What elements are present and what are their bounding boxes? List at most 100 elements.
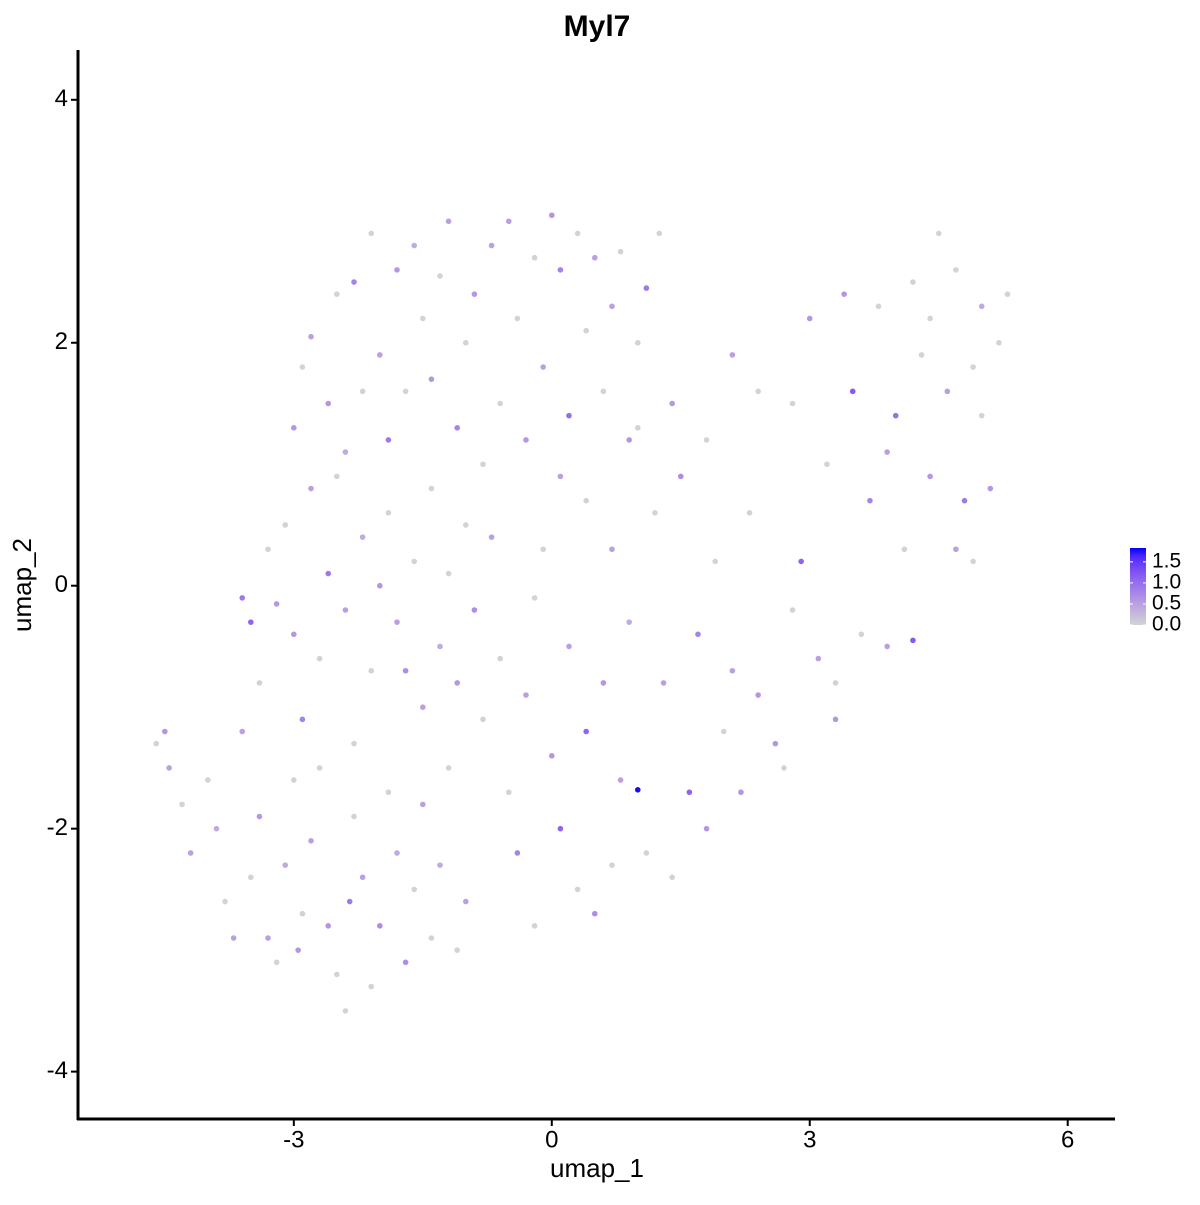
point <box>884 643 890 650</box>
point <box>308 485 314 492</box>
point <box>153 740 160 747</box>
point <box>454 680 461 686</box>
point <box>205 777 211 783</box>
point <box>187 850 194 856</box>
point <box>377 923 383 929</box>
point <box>222 898 228 905</box>
y-tick-label: 0 <box>55 571 68 598</box>
point <box>600 680 607 686</box>
point <box>282 522 289 528</box>
point <box>316 765 323 771</box>
point <box>394 267 400 273</box>
point <box>256 813 263 820</box>
point <box>463 339 469 346</box>
point <box>265 935 271 941</box>
point <box>265 546 271 553</box>
point <box>488 534 495 540</box>
y-tick-label: 2 <box>55 328 68 355</box>
point <box>652 510 658 516</box>
point <box>875 303 882 310</box>
point <box>660 680 667 686</box>
point <box>445 765 452 771</box>
colorbar-label: 1.0 <box>1152 570 1181 593</box>
point <box>342 607 349 613</box>
point <box>377 582 383 589</box>
point <box>815 655 822 662</box>
point <box>548 212 555 219</box>
point <box>402 959 409 966</box>
point <box>548 752 555 759</box>
point <box>703 825 710 832</box>
point <box>626 619 632 625</box>
point <box>213 825 220 832</box>
points <box>153 212 1011 1014</box>
chart-title: Myl7 <box>564 10 631 43</box>
y-tick-label: 4 <box>55 85 68 112</box>
point <box>566 643 572 650</box>
point <box>480 716 486 723</box>
point <box>806 315 813 322</box>
colorbar-label: 1.5 <box>1152 549 1181 572</box>
point <box>368 230 375 237</box>
point <box>531 923 538 929</box>
point <box>162 728 168 735</box>
point <box>841 291 847 297</box>
point <box>299 910 306 917</box>
point <box>402 388 409 395</box>
point <box>420 315 426 322</box>
point <box>523 437 529 443</box>
point <box>867 497 873 504</box>
point <box>953 546 959 553</box>
point <box>291 631 297 638</box>
point <box>703 437 710 443</box>
point <box>910 637 916 644</box>
point <box>540 364 546 370</box>
point <box>755 692 761 698</box>
point <box>686 789 693 796</box>
point <box>505 218 512 225</box>
point <box>634 786 641 793</box>
point <box>359 874 366 881</box>
point <box>695 631 701 638</box>
point <box>454 424 461 431</box>
point <box>411 886 418 893</box>
point <box>488 242 495 249</box>
point <box>858 631 865 638</box>
point <box>583 728 589 735</box>
point <box>617 777 624 783</box>
point <box>583 497 589 504</box>
point <box>166 765 172 771</box>
point <box>746 510 753 516</box>
point <box>411 558 418 565</box>
point <box>505 789 512 796</box>
x-tick-label: 0 <box>545 1126 558 1153</box>
point <box>351 740 357 747</box>
point <box>892 412 899 419</box>
colorbar <box>1130 548 1146 625</box>
point <box>316 655 323 662</box>
x-tick-label: 3 <box>803 1126 816 1153</box>
point <box>884 449 890 455</box>
point <box>583 327 589 334</box>
point <box>798 558 804 565</box>
point <box>299 364 306 370</box>
point <box>617 248 624 255</box>
point <box>346 898 353 905</box>
point <box>531 254 538 261</box>
x-tick-label: 6 <box>1061 1126 1074 1153</box>
point <box>385 510 392 516</box>
point <box>643 285 650 291</box>
point <box>342 1008 349 1014</box>
point <box>712 558 718 565</box>
point <box>179 801 185 808</box>
point <box>291 777 297 783</box>
point <box>514 850 521 856</box>
point <box>368 983 375 990</box>
point <box>299 716 306 723</box>
point <box>385 789 392 796</box>
point <box>256 680 263 686</box>
point <box>420 801 426 808</box>
point <box>230 935 237 941</box>
point <box>634 424 641 431</box>
